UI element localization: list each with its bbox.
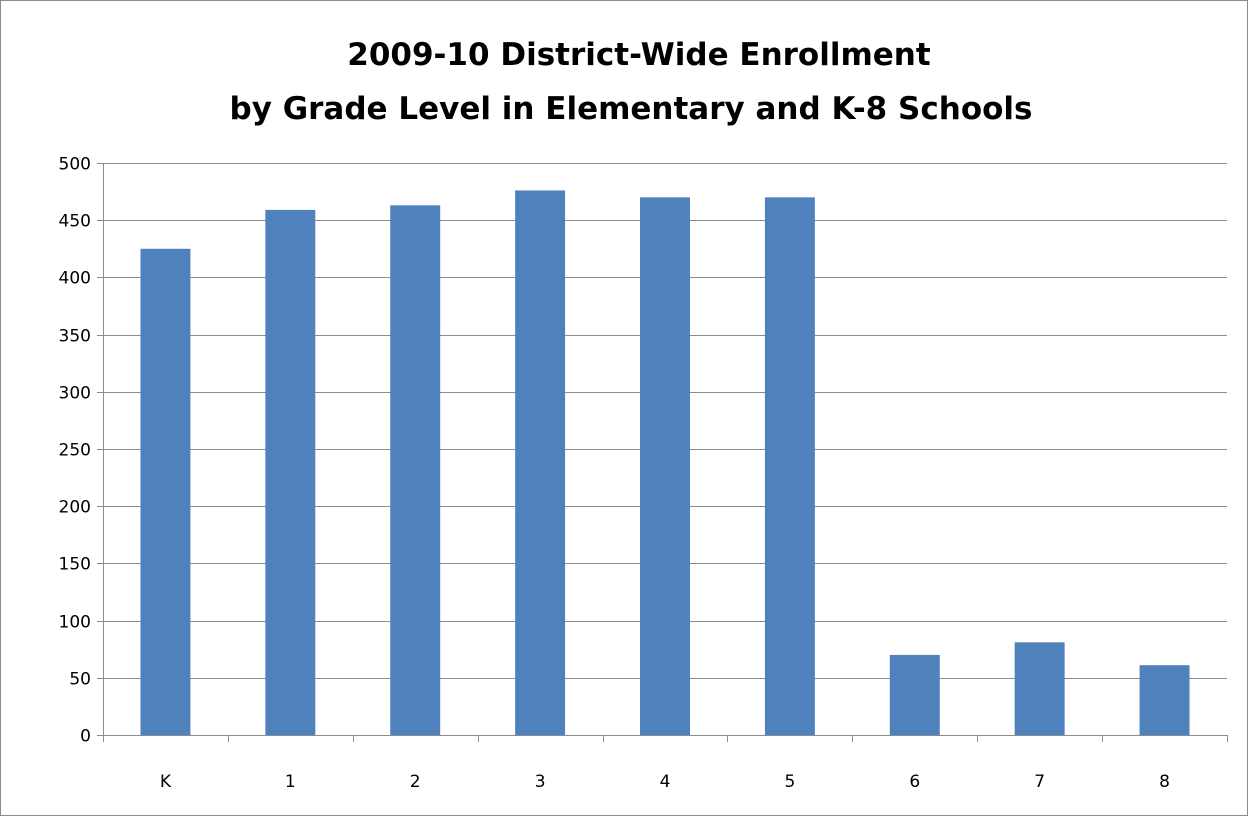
x-tick-label: 1 — [285, 772, 296, 792]
y-tick-label: 100 — [59, 613, 91, 633]
bar-K — [140, 248, 191, 736]
bar-2 — [390, 205, 441, 735]
y-tick-label: 300 — [59, 384, 91, 404]
bar-4 — [640, 197, 690, 735]
x-tick-labels: K 1 2 3 4 5 6 7 8 — [160, 772, 1170, 792]
x-tick-label: 8 — [1159, 772, 1170, 792]
y-tick-label: 350 — [59, 327, 91, 347]
y-tick-label: 150 — [59, 555, 91, 575]
x-tick-label: K — [160, 772, 172, 792]
x-tick-label: 4 — [660, 772, 671, 792]
bar-5 — [764, 197, 815, 735]
y-tick-label: 500 — [59, 155, 91, 175]
chart-title-line-1: 2009-10 District-Wide Enrollment — [347, 37, 931, 73]
bar-7 — [1014, 642, 1065, 735]
bar-6 — [889, 654, 940, 735]
axes — [97, 163, 1228, 742]
x-tick-label: 7 — [1034, 772, 1045, 792]
x-tick-label: 5 — [784, 772, 795, 792]
bar-8 — [1139, 665, 1190, 735]
y-tick-label: 200 — [59, 498, 91, 518]
x-tick-label: 2 — [410, 772, 421, 792]
y-tick-label: 50 — [69, 670, 91, 690]
x-tick-label: 6 — [909, 772, 920, 792]
y-tick-label: 400 — [59, 269, 91, 289]
bar-3 — [515, 190, 566, 735]
bar-1 — [265, 209, 316, 736]
x-tick-label: 3 — [535, 772, 546, 792]
y-tick-label: 0 — [80, 727, 91, 747]
chart-title-line-2: by Grade Level in Elementary and K-8 Sch… — [230, 91, 1033, 127]
bars — [140, 190, 1190, 736]
y-tick-label: 450 — [59, 212, 91, 232]
y-tick-label: 250 — [59, 441, 91, 461]
y-tick-labels: 0 50 100 150 200 250 300 350 400 450 500 — [59, 155, 91, 747]
